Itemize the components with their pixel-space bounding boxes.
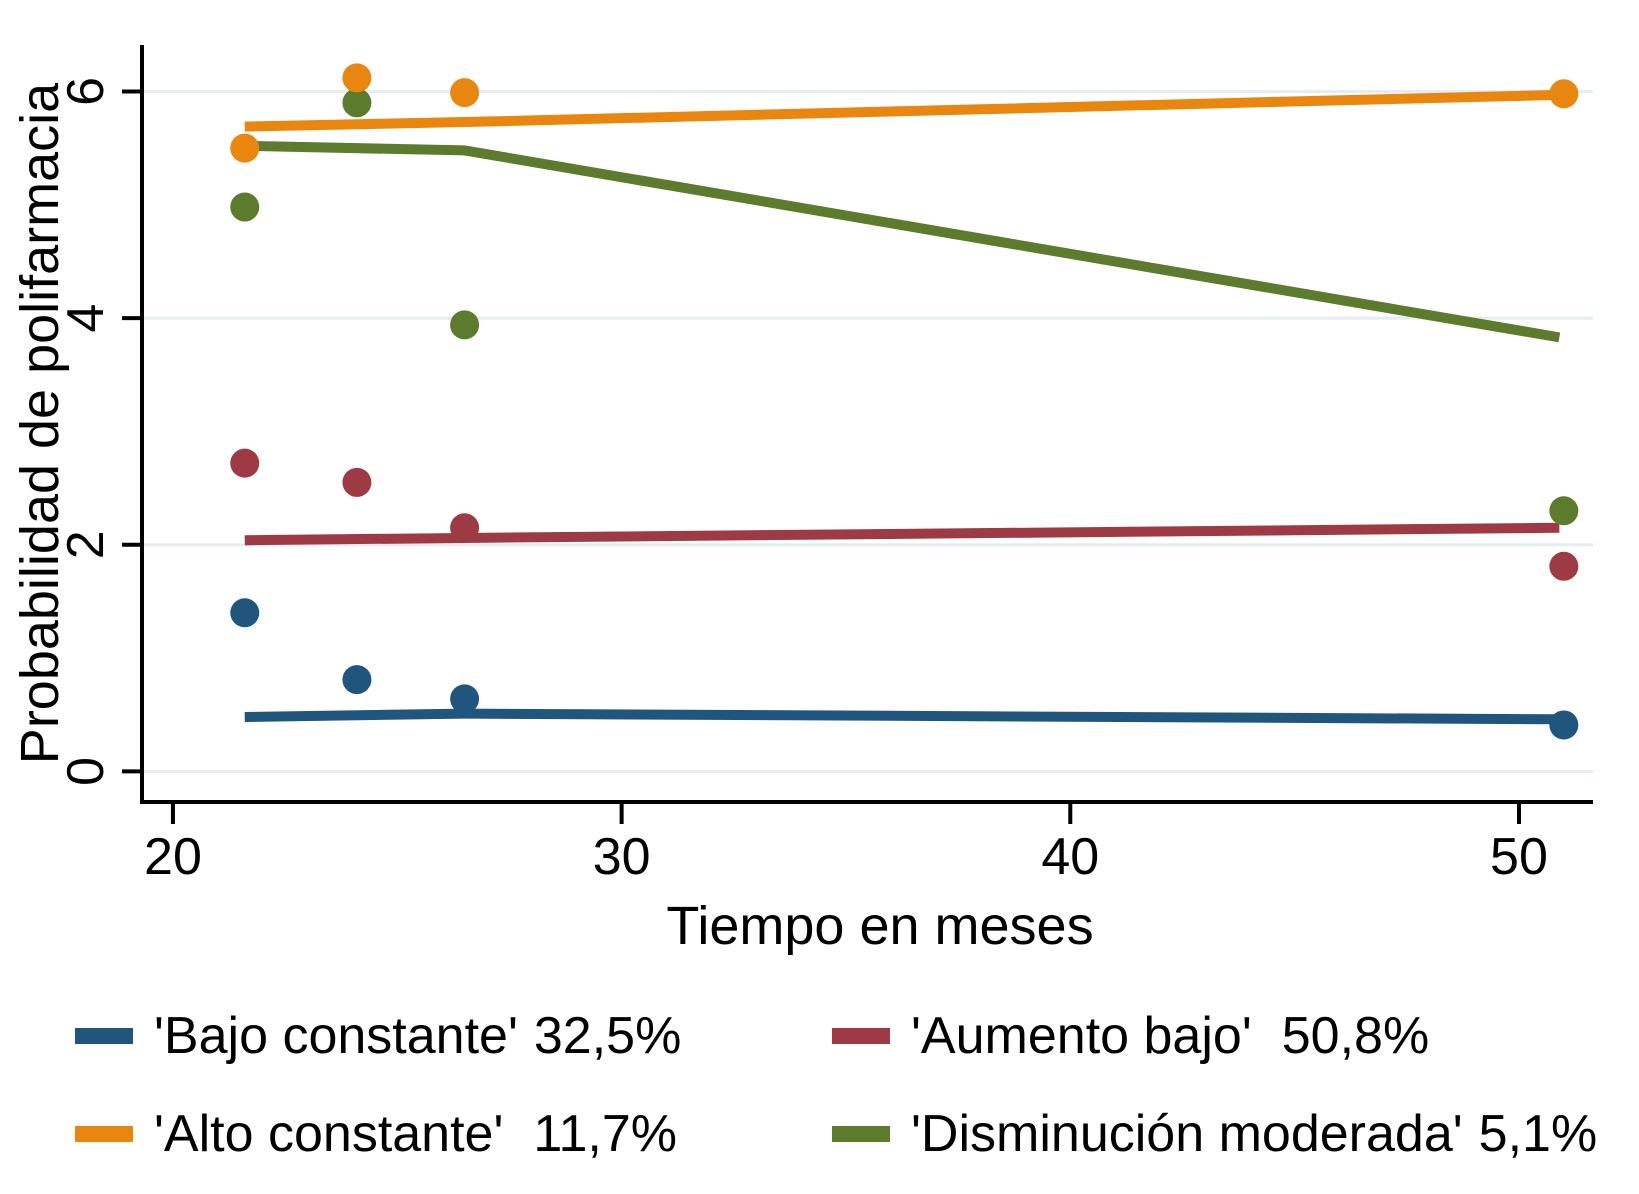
legend-item-alto-constante: 'Alto constante' 11,7% <box>75 1103 677 1165</box>
trend-line-disminuci-n-moderada <box>244 140 1561 343</box>
x-tick-label-50: 50 <box>1490 828 1548 886</box>
marker-alto-constante <box>230 133 260 163</box>
legend-swatch-bajo-constante-icon <box>75 1028 133 1045</box>
marker-bajo-constante <box>450 684 480 714</box>
legend-item-bajo-constante: 'Bajo constante' 32,5% <box>75 1005 681 1067</box>
legend-value: 5,1% <box>1478 1105 1598 1163</box>
legend-value: 32,5% <box>533 1007 682 1065</box>
y-tick-label-0: 0 <box>57 757 115 786</box>
legend-label: 'Aumento bajo' <box>911 1007 1252 1065</box>
y-tick-label-4: 4 <box>57 304 115 333</box>
marker-disminuci-n-moderada <box>230 192 260 222</box>
chart-canvas: 0 2 4 6 20 30 40 50 Tiempo en meses Probabilidad … <box>10 45 1593 956</box>
marker-disminuci-n-moderada <box>450 310 480 340</box>
legend-value: 50,8% <box>1281 1007 1430 1065</box>
trend-line-alto-constante <box>244 89 1560 132</box>
y-axis-title: Probabilidad de polifarmacia <box>10 82 70 764</box>
marker-aumento-bajo <box>230 448 260 478</box>
legend-item-disminucion-moderada: 'Disminución moderada' 5,1% <box>832 1103 1597 1165</box>
y-tick-label-6: 6 <box>57 77 115 106</box>
legend-item-aumento-bajo: 'Aumento bajo' 50,8% <box>832 1005 1429 1067</box>
legend-label: 'Alto constante' <box>154 1105 504 1163</box>
x-tick-label-40: 40 <box>1041 828 1099 886</box>
marker-disminuci-n-moderada <box>1549 496 1579 526</box>
marker-aumento-bajo <box>342 467 372 497</box>
marker-aumento-bajo <box>450 513 480 543</box>
x-axis-title: Tiempo en meses <box>666 896 1093 956</box>
trend-line-bajo-constante <box>244 708 1560 725</box>
x-tick-label-20: 20 <box>144 828 202 886</box>
legend-label: 'Bajo constante' <box>154 1007 518 1065</box>
marker-aumento-bajo <box>1549 551 1579 581</box>
legend-value: 11,7% <box>533 1105 677 1163</box>
marker-bajo-constante <box>230 598 260 628</box>
marker-alto-constante <box>342 63 372 93</box>
marker-bajo-constante <box>342 665 372 695</box>
marker-alto-constante <box>1549 79 1579 109</box>
legend-swatch-aumento-bajo-icon <box>832 1028 890 1045</box>
marker-disminuci-n-moderada <box>342 88 372 118</box>
legend-swatch-alto-constante-icon <box>75 1126 133 1143</box>
legend-swatch-disminucion-moderada-icon <box>832 1126 890 1143</box>
y-tick-label-2: 2 <box>57 530 115 559</box>
legend-label: 'Disminución moderada' <box>911 1105 1463 1163</box>
trend-line-aumento-bajo <box>244 522 1560 546</box>
marker-bajo-constante <box>1549 710 1579 740</box>
x-tick-label-30: 30 <box>593 828 651 886</box>
marker-alto-constante <box>450 78 480 108</box>
